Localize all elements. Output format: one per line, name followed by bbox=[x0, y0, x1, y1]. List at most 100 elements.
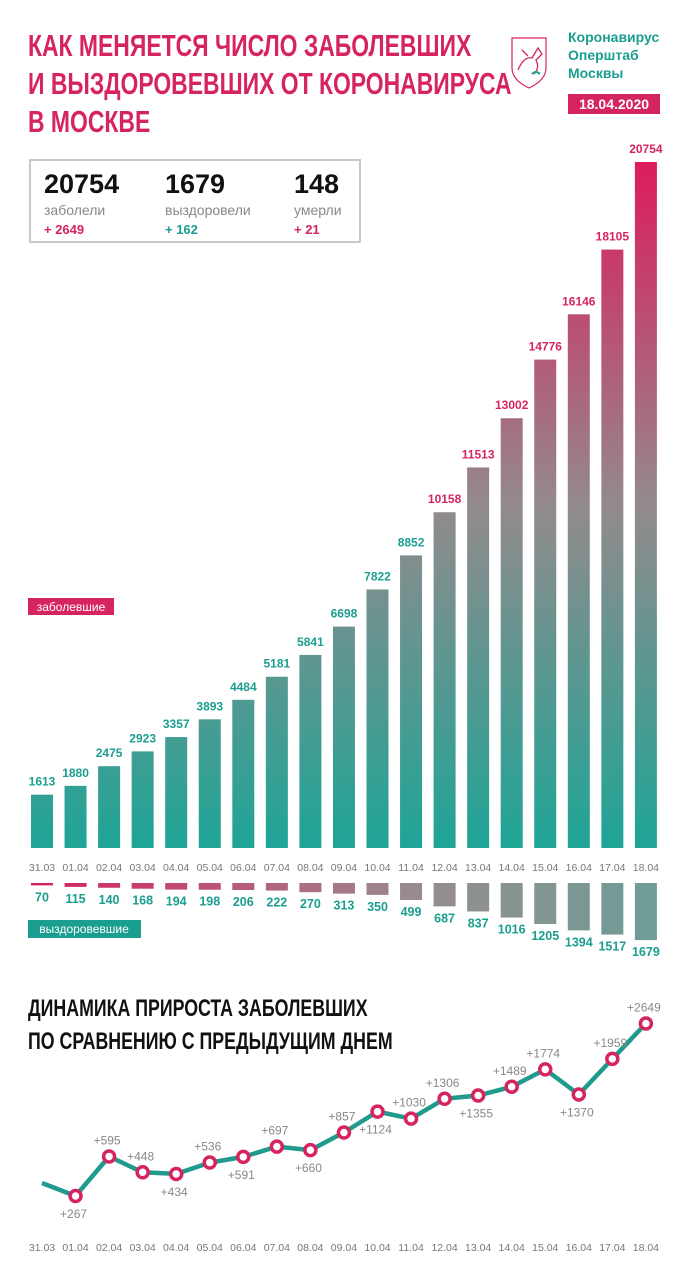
bar-recovered-02.04 bbox=[98, 883, 121, 888]
line-x-tick-label: 31.03 bbox=[29, 1242, 55, 1254]
line-title-2: ПО СРАВНЕНИЮ С ПРЕДЫДУЩИМ ДНЕМ bbox=[28, 1029, 393, 1055]
bar-recovered-07.04 bbox=[265, 883, 288, 891]
line-x-tick-label: 09.04 bbox=[331, 1242, 357, 1254]
bar-recovered-11.04 bbox=[400, 883, 423, 900]
bar-label-cases: 10158 bbox=[428, 492, 462, 506]
bar-label-cases: 3893 bbox=[196, 699, 223, 713]
growth-point-17.04 bbox=[605, 1051, 620, 1067]
stat-delta: + 2649 bbox=[44, 222, 84, 237]
bar-recovered-04.04 bbox=[165, 883, 188, 890]
bar-cases-13.04 bbox=[467, 467, 490, 848]
stat-label: заболели bbox=[44, 202, 105, 218]
growth-label: +267 bbox=[60, 1207, 87, 1221]
bar-label-recovered: 206 bbox=[233, 895, 254, 909]
growth-label: +1030 bbox=[392, 1096, 426, 1110]
bar-recovered-03.04 bbox=[131, 883, 154, 889]
line-x-tick-label: 02.04 bbox=[96, 1242, 122, 1254]
bar-label-cases: 2475 bbox=[96, 746, 123, 760]
bar-label-cases: 11513 bbox=[462, 447, 495, 461]
growth-point-13.04 bbox=[470, 1088, 486, 1103]
bar-label-cases: 5841 bbox=[297, 635, 324, 649]
stat-delta: + 21 bbox=[294, 222, 320, 237]
bar-label-recovered: 140 bbox=[99, 893, 120, 907]
date-badge bbox=[568, 94, 660, 114]
x-tick-label: 08.04 bbox=[297, 862, 323, 874]
page-title: КАК МЕНЯЕТСЯ ЧИСЛО ЗАБОЛЕВШИХ И ВЫЗДОРОВ… bbox=[28, 28, 512, 139]
org-name-line-1: Коронавирус bbox=[568, 29, 659, 45]
bar-label-recovered: 115 bbox=[65, 892, 85, 906]
bar-recovered-09.04 bbox=[332, 883, 355, 894]
line-x-tick-label: 01.04 bbox=[62, 1242, 88, 1254]
bar-cases-18.04 bbox=[634, 162, 657, 848]
x-tick-label: 14.04 bbox=[499, 862, 525, 874]
growth-label: +1306 bbox=[426, 1076, 460, 1090]
bar-label-recovered: 198 bbox=[199, 895, 220, 909]
growth-point-02.04 bbox=[101, 1149, 117, 1164]
bar-label-recovered: 222 bbox=[266, 896, 287, 910]
line-x-tick-label: 04.04 bbox=[163, 1242, 189, 1254]
bar-recovered-10.04 bbox=[366, 883, 389, 895]
line-x-tick-label: 08.04 bbox=[297, 1242, 323, 1254]
bar-recovered-15.04 bbox=[534, 883, 557, 924]
bar-label-recovered: 837 bbox=[468, 916, 489, 930]
bar-label-cases: 8852 bbox=[398, 535, 425, 549]
growth-line-chart: +267 +595 +448 +434 +536 +591 +697 +660 +857 +112… bbox=[29, 1001, 661, 1254]
bar-label-recovered: 270 bbox=[300, 897, 321, 911]
x-tick-label: 18.04 bbox=[633, 862, 659, 874]
growth-point-07.04 bbox=[269, 1139, 285, 1154]
legend-recovered bbox=[28, 920, 141, 938]
title-line-1: КАК МЕНЯЕТСЯ ЧИСЛО ЗАБОЛЕВШИХ bbox=[28, 28, 471, 63]
stat-value: 20754 bbox=[44, 169, 119, 199]
bar-label-recovered: 168 bbox=[132, 894, 153, 908]
line-x-tick-label: 12.04 bbox=[431, 1242, 457, 1254]
line-x-tick-label: 13.04 bbox=[465, 1242, 491, 1254]
x-tick-label: 13.04 bbox=[465, 862, 491, 874]
bar-label-recovered: 1517 bbox=[598, 940, 626, 954]
x-tick-label: 10.04 bbox=[364, 862, 390, 874]
bar-recovered-31.03 bbox=[31, 883, 53, 886]
bar-cases-15.04 bbox=[534, 359, 557, 848]
bar-label-cases: 13002 bbox=[495, 398, 529, 412]
growth-point-11.04 bbox=[403, 1111, 419, 1126]
bar-recovered-14.04 bbox=[500, 883, 523, 918]
bar-recovered-13.04 bbox=[467, 883, 490, 912]
growth-label: +857 bbox=[328, 1109, 355, 1123]
line-x-tick-label: 03.04 bbox=[130, 1242, 156, 1254]
growth-label: +1489 bbox=[493, 1064, 527, 1078]
growth-label: +660 bbox=[295, 1161, 322, 1175]
line-x-tick-label: 16.04 bbox=[566, 1242, 592, 1254]
org-name-line-2: Оперштаб bbox=[568, 47, 639, 63]
stats-box bbox=[29, 159, 361, 243]
bar-recovered-08.04 bbox=[299, 883, 322, 893]
legend-cases bbox=[28, 598, 114, 615]
title-line-3: В МОСКВЕ bbox=[28, 104, 150, 139]
line-x-tick-label: 11.04 bbox=[398, 1242, 424, 1254]
growth-point-05.04 bbox=[202, 1155, 217, 1170]
stat-delta: + 162 bbox=[165, 222, 198, 237]
growth-point-01.04 bbox=[68, 1188, 83, 1204]
bar-cases-04.04 bbox=[165, 737, 188, 848]
bar-label-recovered: 499 bbox=[401, 905, 422, 919]
recovered-bars: 70 115 140 168 194 198 206 222 270 313 350 499 687 83… bbox=[31, 883, 660, 959]
growth-label: +434 bbox=[161, 1185, 188, 1199]
x-tick-label: 05.04 bbox=[197, 862, 223, 874]
bar-label-recovered: 1679 bbox=[632, 945, 660, 959]
x-tick-label: 09.04 bbox=[331, 862, 357, 874]
x-tick-label: 16.04 bbox=[566, 862, 592, 874]
legend-cases-label: заболевшие bbox=[37, 600, 106, 614]
line-x-tick-label: 17.04 bbox=[599, 1242, 625, 1254]
bar-label-cases: 1613 bbox=[29, 775, 56, 789]
bar-label-recovered: 70 bbox=[35, 890, 49, 904]
cases-bars: 1613 31.03 1880 01.04 2475 02.04 2923 03.04 3357… bbox=[29, 142, 663, 874]
growth-point-15.04 bbox=[538, 1062, 553, 1077]
legend-recovered-label: выздоровевшие bbox=[39, 922, 129, 936]
growth-label: +1355 bbox=[459, 1106, 493, 1120]
line-x-tick-label: 07.04 bbox=[264, 1242, 290, 1254]
bar-recovered-18.04 bbox=[634, 883, 657, 941]
bar-label-recovered: 1394 bbox=[565, 935, 593, 949]
bar-cases-31.03 bbox=[31, 794, 53, 848]
bar-cases-16.04 bbox=[567, 314, 590, 848]
bar-label-cases: 1880 bbox=[62, 766, 89, 780]
bar-label-cases: 18105 bbox=[596, 230, 630, 244]
moscow-coat-of-arms-icon bbox=[511, 37, 547, 89]
